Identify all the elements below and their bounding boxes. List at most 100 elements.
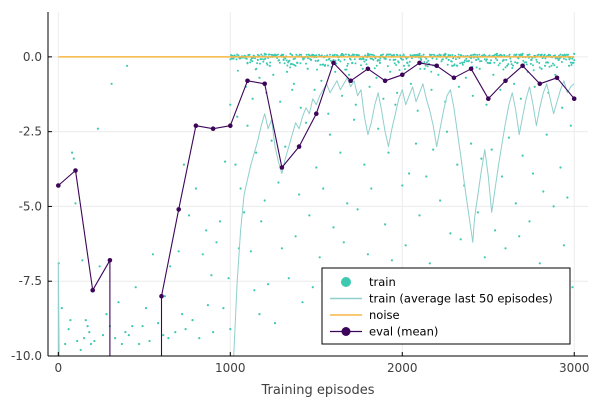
train-point-22 — [110, 82, 113, 85]
train-point-35 — [151, 253, 154, 256]
train-dense-point — [494, 57, 497, 60]
train-point-85 — [311, 286, 314, 289]
train-dense-point — [530, 59, 533, 61]
train-point-27 — [126, 64, 129, 67]
train-point-39 — [167, 337, 170, 340]
train-dense-point — [354, 62, 357, 65]
train-dense-point — [265, 53, 268, 56]
train-point-26 — [124, 331, 127, 334]
train-dense-point — [493, 61, 496, 64]
train-point-53 — [210, 274, 213, 277]
train-dense-point — [284, 57, 287, 60]
train-dense-point — [258, 62, 261, 65]
train-point-43 — [181, 313, 184, 316]
train-dense-point — [509, 57, 512, 60]
train-dense-point — [537, 53, 540, 56]
eval-mean-marker-19 — [417, 60, 422, 66]
eval-mean-marker-16 — [365, 66, 371, 72]
train-point-10 — [81, 259, 84, 262]
eval-mean-marker-0 — [56, 183, 61, 188]
train-point-141 — [504, 247, 507, 250]
train-dense-point — [398, 69, 401, 71]
train-dense-point — [453, 63, 456, 66]
train-point-15 — [89, 342, 93, 346]
train-point-214 — [268, 64, 271, 67]
y-tick-label-3: -7.5 — [19, 274, 42, 288]
eval-mean-marker-18 — [400, 72, 405, 78]
train-point-12 — [84, 319, 87, 322]
train-dense-point — [399, 54, 402, 57]
train-point-168 — [272, 73, 275, 76]
train-point-111 — [401, 184, 404, 187]
train-point-25 — [120, 342, 123, 346]
train-point-162 — [229, 103, 232, 106]
train-dense-point — [495, 54, 498, 57]
train-dense-point — [474, 53, 477, 56]
train-dense-point — [316, 68, 318, 71]
train-dense-point — [373, 54, 376, 57]
train-dense-point — [246, 62, 249, 65]
train-dense-point — [510, 60, 512, 63]
train-dense-point — [320, 54, 323, 57]
train-dense-point — [525, 61, 528, 64]
train-point-16 — [93, 339, 96, 343]
train-point-42 — [177, 250, 180, 253]
train-point-6 — [72, 157, 75, 160]
train-point-47 — [191, 319, 194, 322]
train-dense-point — [426, 65, 429, 68]
train-point-159 — [566, 196, 569, 199]
train-point-206 — [533, 85, 536, 88]
train-dense-point — [554, 54, 556, 57]
train-point-170 — [285, 70, 289, 73]
train-dense-point — [353, 58, 356, 61]
eval-mean-marker-24 — [503, 78, 508, 84]
train-dense-point — [248, 53, 251, 56]
train-dense-point — [339, 60, 342, 63]
train-dense-point — [344, 53, 347, 56]
train-dense-point — [289, 66, 292, 69]
train-point-46 — [187, 214, 191, 217]
train-point-140 — [500, 175, 504, 178]
train-dense-point — [264, 57, 267, 60]
train-dense-point — [427, 59, 430, 62]
train-point-122 — [439, 199, 442, 202]
train-dense-point — [431, 57, 434, 60]
eval-mean-marker-27 — [554, 75, 560, 81]
train-point-54 — [212, 331, 215, 334]
train-dense-point — [353, 53, 356, 56]
train-point-155 — [552, 205, 555, 208]
train-dense-point — [262, 60, 265, 63]
legend-label-3: eval (mean) — [369, 325, 438, 339]
x-tick-label-3: 3000 — [559, 361, 590, 375]
train-point-55 — [215, 241, 218, 244]
train-dense-point — [404, 68, 406, 71]
train-point-68 — [255, 151, 258, 154]
train-point-175 — [320, 79, 323, 82]
eval-mean-marker-4 — [159, 293, 164, 299]
legend-swatch-train — [341, 277, 351, 287]
train-point-74 — [273, 322, 277, 325]
train-dense-point — [285, 59, 288, 62]
train-dense-point — [476, 54, 479, 56]
train-dense-point — [573, 59, 576, 62]
train-point-138 — [494, 229, 497, 232]
train-dense-point — [510, 63, 513, 66]
train-dense-point — [489, 62, 492, 65]
train-point-63 — [239, 187, 242, 190]
train-point-227 — [447, 58, 450, 62]
train-dense-point — [405, 57, 408, 60]
train-point-116 — [418, 214, 421, 217]
train-point-180 — [354, 103, 357, 106]
train-point-23 — [114, 337, 117, 340]
train-dense-point — [461, 63, 464, 66]
train-point-1 — [60, 307, 63, 310]
train-point-249 — [573, 52, 576, 56]
train-dense-point — [357, 54, 360, 57]
train-dense-point — [388, 58, 391, 61]
train-point-181 — [361, 67, 364, 70]
train-dense-point — [371, 57, 373, 60]
y-tick-label-2: -5.0 — [19, 199, 42, 213]
train-point-14 — [88, 331, 91, 334]
train-dense-point — [296, 61, 298, 64]
train-dense-point — [485, 58, 488, 61]
